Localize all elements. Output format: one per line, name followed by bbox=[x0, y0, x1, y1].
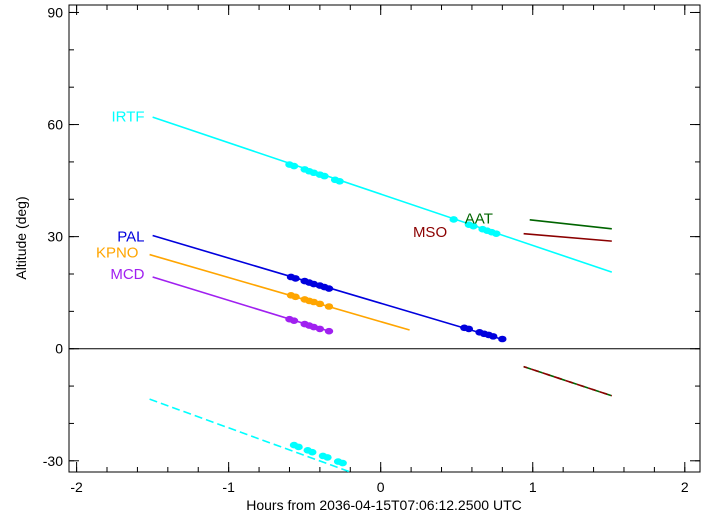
kpno-marker bbox=[291, 293, 300, 301]
series-layer bbox=[149, 116, 613, 473]
irtf-marker bbox=[338, 459, 347, 467]
irtf-marker bbox=[449, 216, 458, 223]
pal-marker bbox=[291, 275, 300, 282]
series-pal bbox=[152, 234, 507, 343]
mso-dashed-line bbox=[523, 365, 613, 397]
pal-marker bbox=[324, 285, 334, 292]
axis-ticks: -2 -1 0 1 2 -30 0 30 60 90 bbox=[43, 4, 700, 495]
y-tick-label: 90 bbox=[47, 4, 63, 20]
irtf-dashed-line bbox=[149, 398, 351, 473]
y-tick-label: 30 bbox=[47, 229, 63, 245]
x-tick-label: 0 bbox=[377, 479, 385, 495]
x-tick-label: -2 bbox=[70, 479, 83, 495]
kpno-marker bbox=[315, 300, 325, 308]
x-tick-label: 2 bbox=[681, 479, 689, 495]
series-kpno bbox=[149, 253, 410, 331]
y-tick-label: 0 bbox=[55, 341, 63, 357]
irtf-marker bbox=[335, 178, 344, 185]
irtf-marker bbox=[294, 443, 303, 451]
plot-frame bbox=[68, 4, 701, 473]
y-axis-label: Altitude (deg) bbox=[13, 196, 29, 279]
mcd-marker bbox=[315, 325, 325, 333]
mcd-marker bbox=[289, 317, 299, 324]
x-axis-label: Hours from 2036-04-15T07:06:12.2500 UTC bbox=[246, 497, 521, 513]
x-tick-label: -1 bbox=[222, 479, 235, 495]
y-tick-label: 60 bbox=[47, 117, 63, 133]
irtf-marker bbox=[469, 222, 478, 230]
series-mso bbox=[523, 232, 613, 397]
aat-line bbox=[529, 219, 612, 230]
series-mcd bbox=[152, 276, 334, 335]
pal-marker bbox=[464, 325, 474, 333]
mcd-line bbox=[152, 276, 330, 332]
label-mso: MSO bbox=[413, 224, 447, 241]
label-aat: AAT bbox=[465, 211, 493, 228]
irtf-marker bbox=[308, 448, 317, 456]
irtf-marker bbox=[323, 454, 332, 461]
irtf-marker bbox=[289, 162, 299, 170]
kpno-line bbox=[149, 253, 410, 331]
mso-line bbox=[523, 232, 612, 242]
irtf-line bbox=[152, 116, 613, 273]
kpno-marker bbox=[324, 303, 334, 310]
series-irtf bbox=[149, 116, 613, 473]
irtf-marker bbox=[320, 172, 329, 180]
label-mcd: MCD bbox=[110, 266, 144, 283]
label-kpno: KPNO bbox=[96, 244, 139, 261]
pal-marker bbox=[498, 335, 507, 343]
mcd-marker bbox=[324, 327, 334, 335]
pal-marker bbox=[489, 333, 498, 340]
y-tick-label: -30 bbox=[43, 453, 63, 469]
label-pal: PAL bbox=[117, 229, 144, 246]
label-irtf: IRTF bbox=[111, 108, 144, 125]
irtf-marker bbox=[492, 230, 501, 237]
x-tick-label: 1 bbox=[529, 479, 537, 495]
